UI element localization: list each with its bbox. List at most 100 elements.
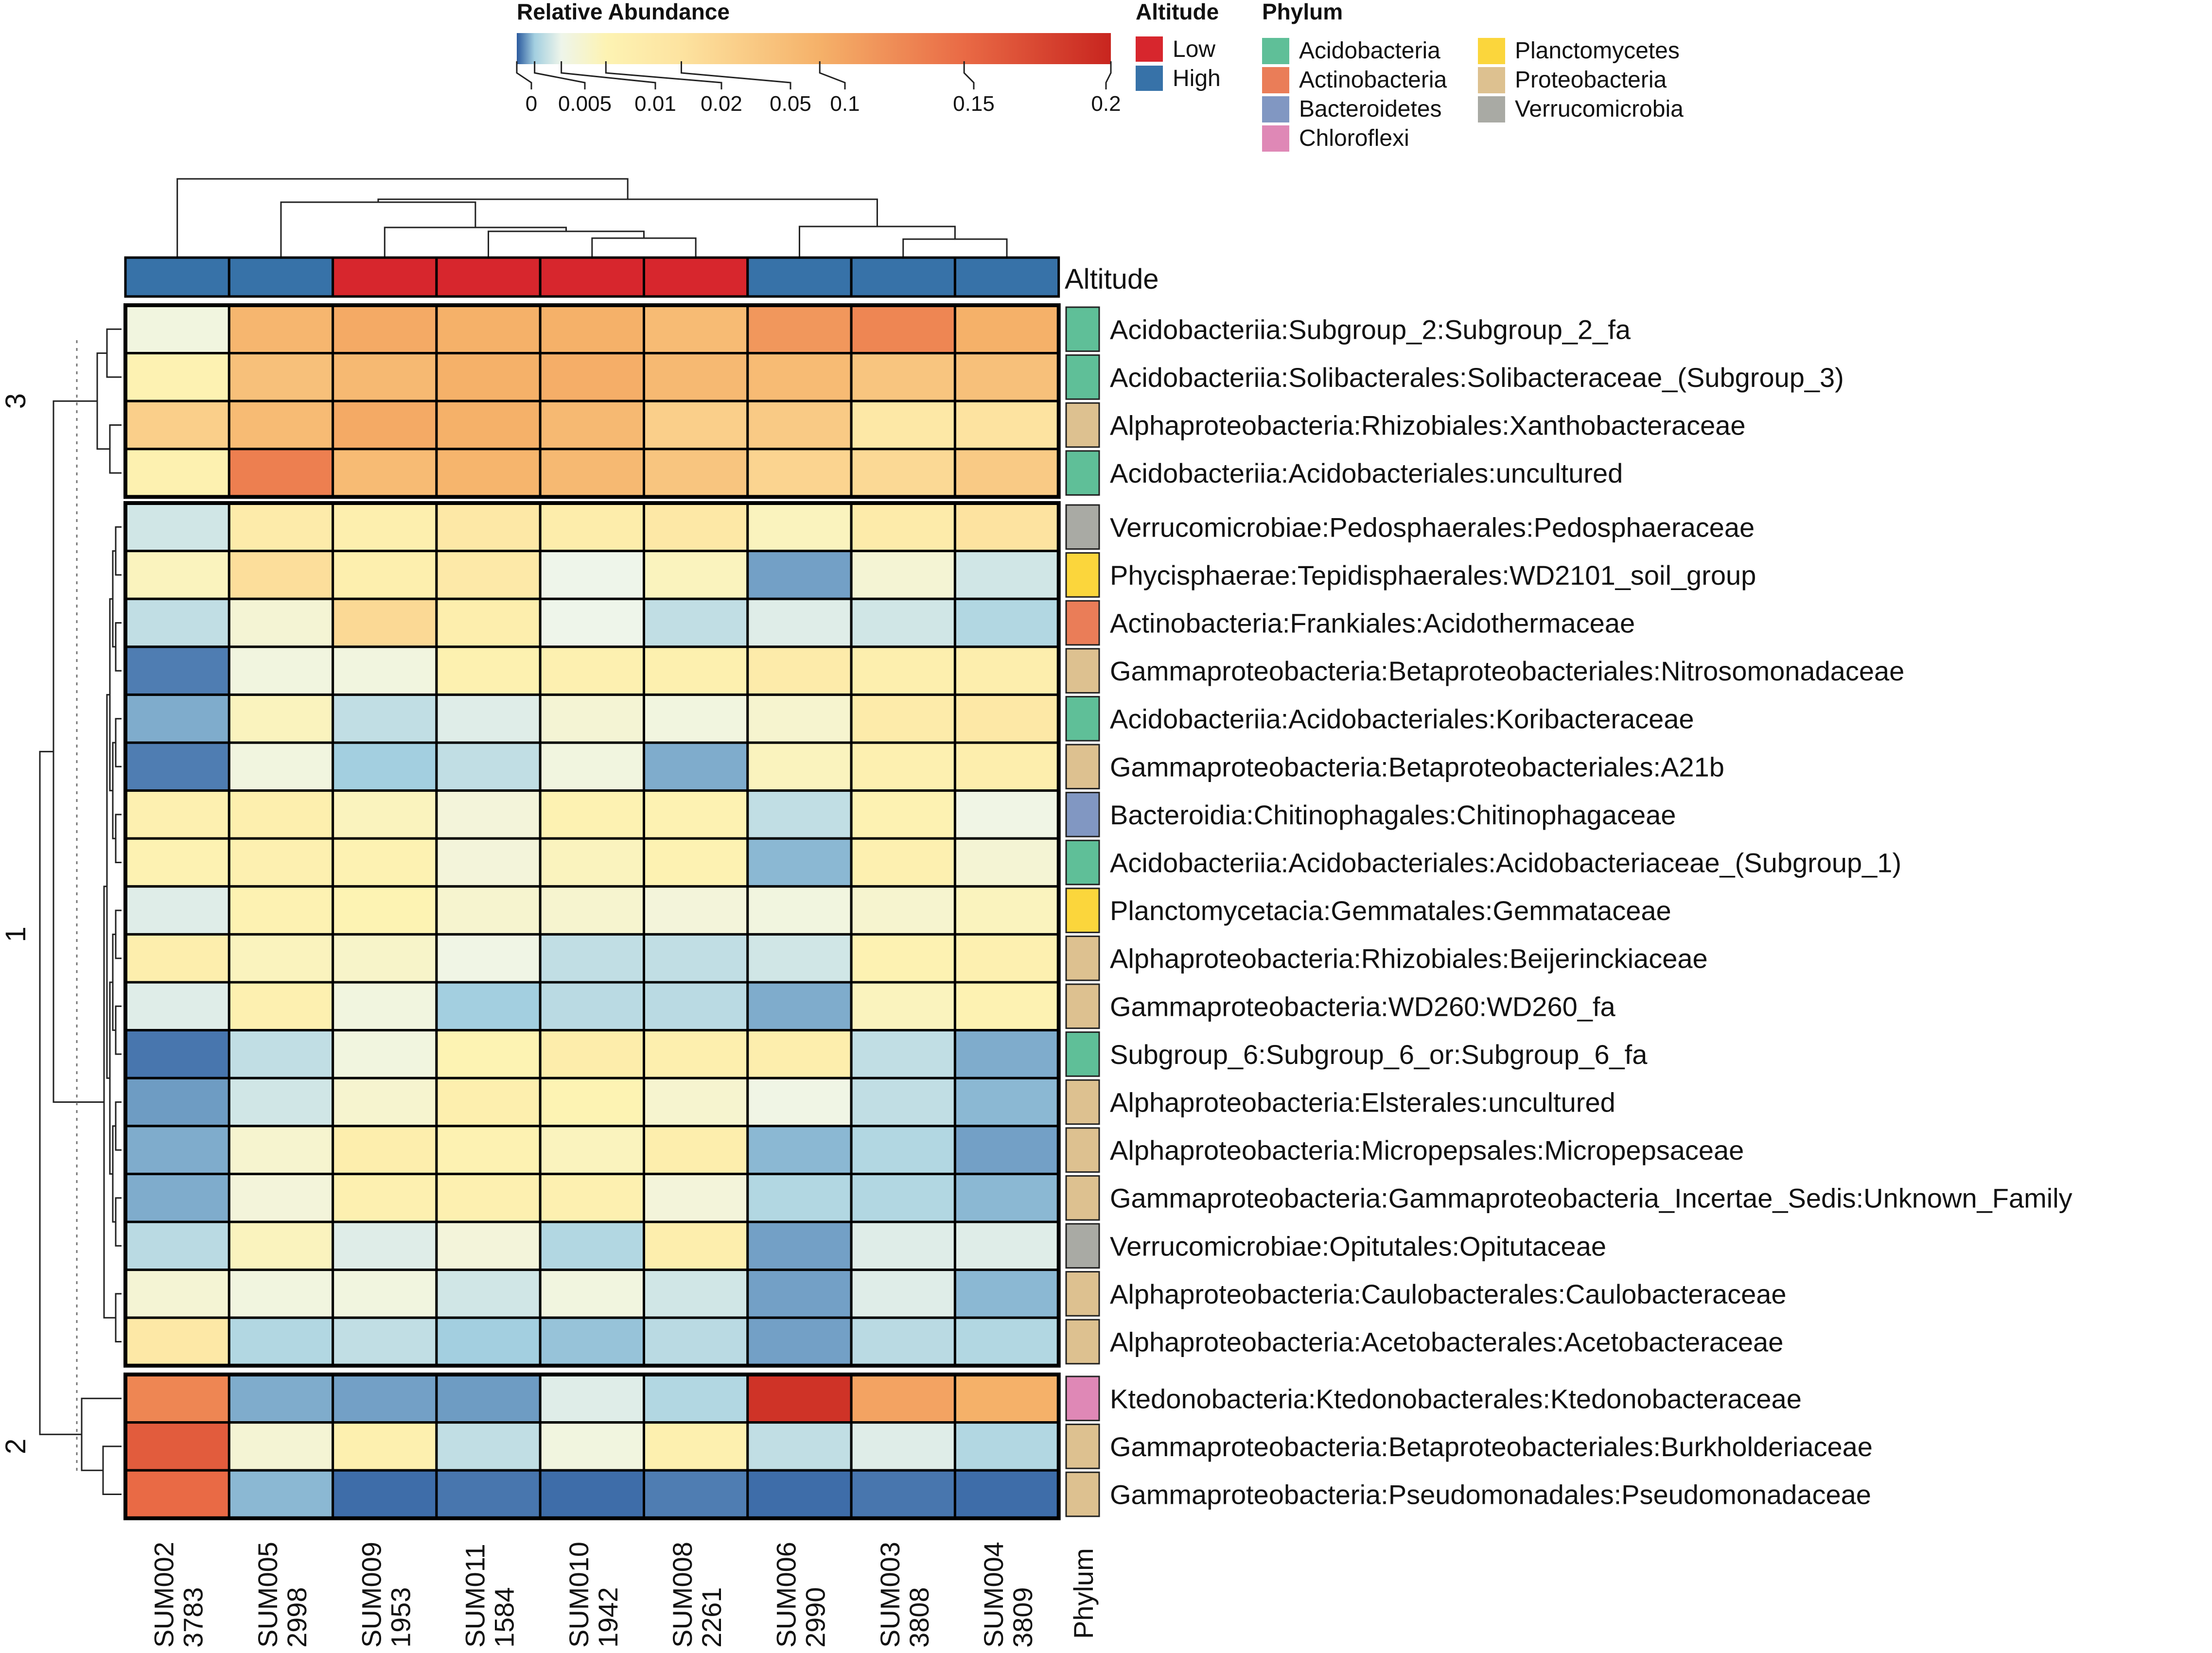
heatmap-cell bbox=[332, 1220, 438, 1271]
heatmap-cell bbox=[332, 981, 438, 1032]
heatmap-cell bbox=[435, 1029, 542, 1079]
phylum-annotation-cell bbox=[1065, 306, 1100, 352]
heatmap-cell bbox=[435, 502, 542, 553]
heatmap-cell bbox=[228, 1373, 334, 1424]
row-label: Actinobacteria:Frankiales:Acidothermacea… bbox=[1110, 608, 1635, 639]
altitude-legend: Altitude Low High bbox=[1136, 0, 1221, 91]
heatmap-cell bbox=[435, 1172, 542, 1223]
heatmap-cell bbox=[435, 933, 542, 984]
heatmap-cell bbox=[643, 550, 749, 600]
row-label: Planctomycetacia:Gemmatales:Gemmataceae bbox=[1110, 895, 1671, 926]
heatmap-cell bbox=[953, 1316, 1060, 1367]
heatmap-cell bbox=[435, 1469, 542, 1520]
heatmap-cell bbox=[435, 1421, 542, 1472]
heatmap-cell bbox=[539, 693, 645, 744]
phylum-legend-swatch bbox=[1478, 96, 1505, 122]
phylum-annotation-cell bbox=[1065, 450, 1100, 496]
heatmap-cell bbox=[435, 645, 542, 696]
heatmap-cell bbox=[746, 304, 853, 355]
column-label-altitude: 2261 bbox=[696, 1587, 727, 1648]
colorbar-tick bbox=[963, 61, 975, 89]
dendrogram-branch bbox=[115, 526, 122, 576]
heatmap-cell bbox=[435, 1220, 542, 1271]
cluster-label: 3 bbox=[0, 393, 32, 409]
colorbar-tick bbox=[561, 61, 656, 89]
dendrogram-branch bbox=[102, 1445, 122, 1495]
phylum-annotation-cell bbox=[1065, 1319, 1100, 1365]
column-dendrogram bbox=[176, 178, 1008, 257]
heatmap-cell bbox=[953, 448, 1060, 498]
heatmap-cell bbox=[228, 502, 334, 553]
heatmap-cell bbox=[850, 1269, 956, 1319]
dendrogram-branch bbox=[39, 750, 82, 1435]
colorbar-ticks: 0 0.005 0.01 0.02 0.05 0.1 0.15 0.2 bbox=[516, 61, 1121, 116]
colorbar-tick bbox=[819, 61, 846, 89]
heatmap-cell bbox=[124, 1077, 230, 1128]
heatmap-cell bbox=[124, 304, 230, 355]
altitude-legend-swatch bbox=[1136, 36, 1163, 62]
heatmap-cell bbox=[953, 1269, 1060, 1319]
heatmap-cell bbox=[332, 1421, 438, 1472]
heatmap-cell bbox=[228, 1125, 334, 1175]
phylum-annotation-cell bbox=[1065, 935, 1100, 981]
heatmap-cell bbox=[539, 885, 645, 936]
heatmap-cell bbox=[953, 789, 1060, 840]
heatmap-cell bbox=[746, 1469, 853, 1520]
heatmap-cell bbox=[953, 1172, 1060, 1223]
altitude-annotation-label: Altitude bbox=[1065, 263, 1159, 295]
phylum-legend-swatch bbox=[1262, 125, 1289, 152]
heatmap-cell bbox=[746, 502, 853, 553]
heatmap-cell bbox=[539, 1269, 645, 1319]
phylum-annotation-cell bbox=[1065, 887, 1100, 933]
heatmap-cell bbox=[746, 837, 853, 888]
column-label-altitude: 2990 bbox=[800, 1587, 830, 1648]
heatmap-cell bbox=[332, 1469, 438, 1520]
heatmap-cell bbox=[746, 1220, 853, 1271]
heatmap-cell bbox=[850, 448, 956, 498]
heatmap-cell bbox=[332, 597, 438, 648]
phylum-annotation-cell bbox=[1065, 552, 1100, 598]
heatmap-cell bbox=[124, 502, 230, 553]
heatmap-cell bbox=[124, 597, 230, 648]
altitude-cell bbox=[850, 256, 956, 298]
heatmap-cell bbox=[435, 304, 542, 355]
row-label: Gammaproteobacteria:Gammaproteobacteria_… bbox=[1110, 1183, 2072, 1214]
altitude-legend-swatch bbox=[1136, 66, 1163, 91]
heatmap-cell bbox=[332, 1029, 438, 1079]
dendrogram-branch bbox=[377, 198, 878, 226]
dendrogram-branch bbox=[115, 814, 122, 863]
row-label: Gammaproteobacteria:Betaproteobacteriale… bbox=[1110, 1431, 1873, 1462]
heatmap-cell bbox=[953, 1029, 1060, 1079]
cluster-label: 1 bbox=[0, 926, 32, 942]
heatmap-cell bbox=[643, 885, 749, 936]
row-label: Verrucomicrobiae:Opitutales:Opitutaceae bbox=[1110, 1231, 1606, 1261]
heatmap-cell bbox=[332, 789, 438, 840]
heatmap-cell bbox=[435, 1373, 542, 1424]
heatmap-cell bbox=[850, 1316, 956, 1367]
heatmap-cell bbox=[539, 1373, 645, 1424]
dendrogram-branch bbox=[106, 328, 122, 378]
row-label: Gammaproteobacteria:WD260:WD260_fa bbox=[1110, 991, 1615, 1022]
dendrogram-branch bbox=[115, 1101, 122, 1151]
dendrogram-branch bbox=[53, 400, 104, 1103]
colorbar-tick bbox=[516, 61, 532, 89]
cluster-label: 2 bbox=[0, 1439, 32, 1454]
row-label: Alphaproteobacteria:Acetobacterales:Acet… bbox=[1110, 1327, 1783, 1357]
heatmap-cell bbox=[332, 645, 438, 696]
altitude-legend-title: Altitude bbox=[1136, 0, 1219, 24]
row-label: Ktedonobacteria:Ktedonobacterales:Ktedon… bbox=[1110, 1383, 1802, 1414]
heatmap-cell bbox=[746, 352, 853, 402]
row-label: Acidobacteriia:Solibacterales:Solibacter… bbox=[1110, 362, 1844, 393]
heatmap-cell bbox=[124, 885, 230, 936]
heatmap-cell bbox=[953, 645, 1060, 696]
heatmap-cell bbox=[435, 400, 542, 451]
phylum-annotation-cell bbox=[1065, 1175, 1100, 1221]
phylum-annotation-cell bbox=[1065, 1127, 1100, 1173]
dendrogram-branch bbox=[115, 1197, 122, 1247]
column-label-altitude: 3808 bbox=[904, 1587, 934, 1648]
heatmap-cell bbox=[228, 933, 334, 984]
heatmap-cell bbox=[332, 448, 438, 498]
heatmap-cell bbox=[850, 933, 956, 984]
heatmap-cell bbox=[643, 1172, 749, 1223]
